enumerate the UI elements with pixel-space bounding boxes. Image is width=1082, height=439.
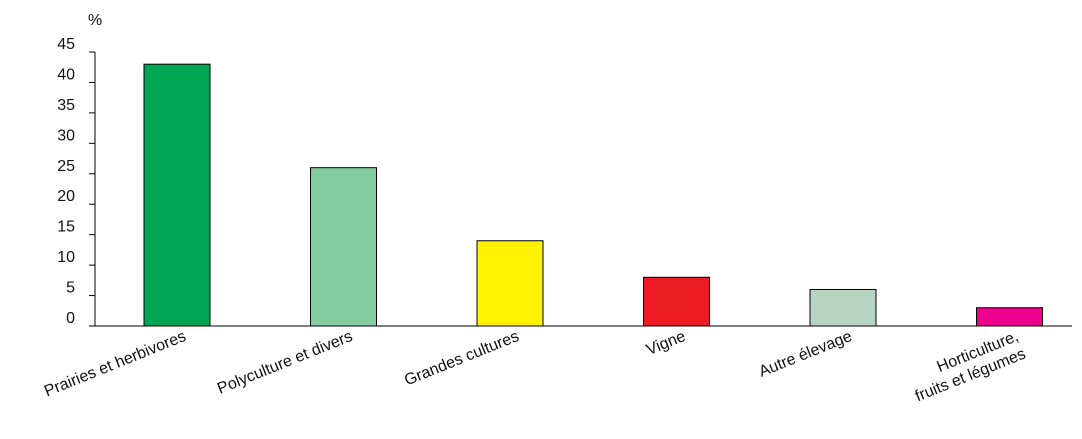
category-label: Prairies et herbivores [42, 328, 189, 400]
y-tick-label: 5 [66, 280, 75, 297]
y-axis-unit-label: % [88, 12, 102, 29]
y-tick-label: 10 [57, 249, 75, 266]
bar [643, 276, 710, 327]
y-tick-label: 25 [57, 158, 75, 175]
bar [310, 167, 377, 327]
category-label: Vigne [644, 328, 688, 359]
y-tick-label: 45 [57, 36, 75, 53]
bar [809, 288, 877, 327]
category-label-line: Autre élevage [757, 328, 855, 381]
y-axis: 0 5 10 15 20 25 30 35 40 45 [57, 36, 96, 327]
category-label-line: Grandes cultures [402, 328, 521, 389]
category-labels: Prairies et herbivores Polyculture et div… [42, 328, 1028, 405]
bar [143, 63, 211, 327]
bar [976, 307, 1043, 327]
y-tick-label: 35 [57, 97, 75, 114]
y-tick-label: 15 [57, 219, 75, 236]
category-label-line: Polyculture et divers [215, 328, 355, 398]
y-tick-label: 40 [57, 66, 75, 83]
category-label: Horticulture,fruits et légumes [906, 328, 1028, 405]
category-label-line: Vigne [644, 328, 688, 359]
category-label-line: Prairies et herbivores [42, 328, 189, 400]
y-tick-label: 0 [66, 310, 75, 327]
y-tick-label: 30 [57, 127, 75, 144]
category-label: Polyculture et divers [215, 328, 355, 398]
category-label: Autre élevage [757, 328, 855, 381]
category-label: Grandes cultures [402, 328, 521, 389]
bars [143, 63, 1043, 327]
y-tick-label: 20 [57, 188, 75, 205]
bar [476, 240, 544, 327]
